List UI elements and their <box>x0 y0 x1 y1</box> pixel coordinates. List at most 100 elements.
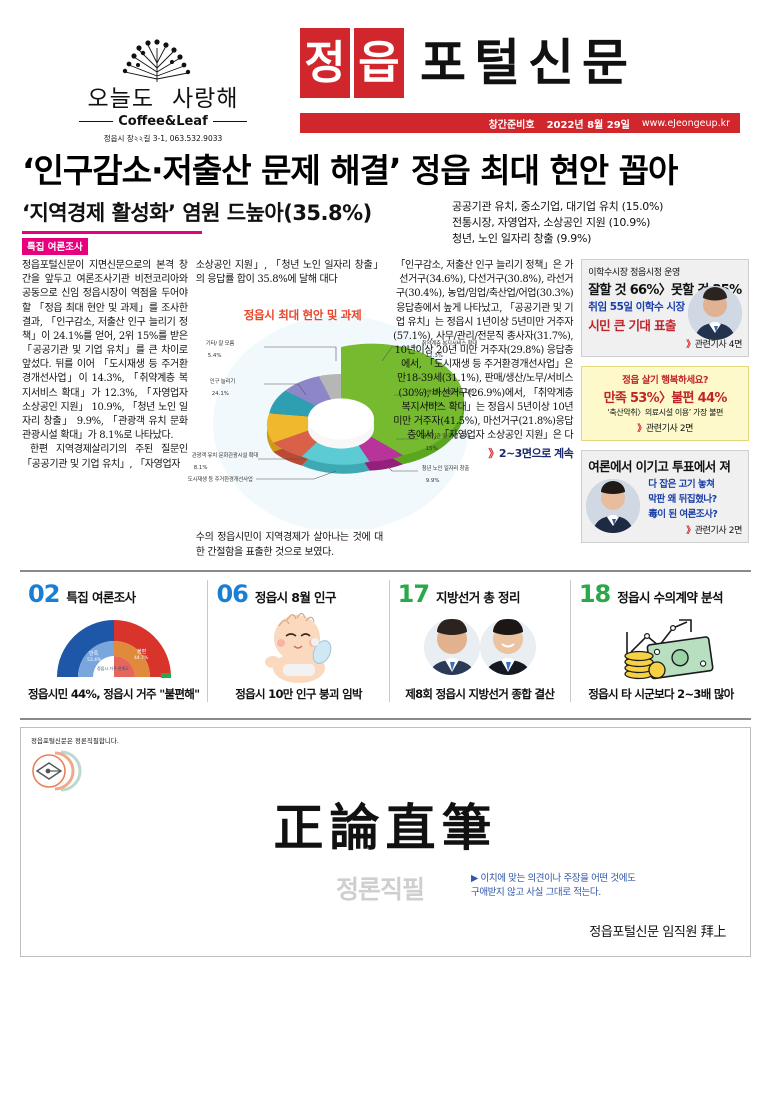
sidebar-reference[interactable]: 》관련기사 2면 <box>686 525 742 536</box>
chart-title: 정읍시 최대 현안 및 과제 <box>243 307 362 322</box>
sidebar-line: 이학수시장 정읍시정 운영 <box>588 267 680 278</box>
index-label: 특집 여론조사 <box>66 589 136 605</box>
panel-description: ▶ 이치에 맞는 의견이나 주장을 어떤 것에도 구애받지 않고 사실 그대로 … <box>471 872 701 901</box>
sidebar-line: ‘축산악취〉의료시설 이용’ 가장 불편 <box>607 407 724 417</box>
index-caption: 제8회 정읍시 지방선거 종합 결산 <box>405 686 555 701</box>
svg-text:정읍시 거주 만족도: 정읍시 거주 만족도 <box>97 665 129 671</box>
panel-note: 정읍포털신문은 정론직필합니다. <box>31 736 119 745</box>
chart-value: 24.1% <box>211 390 229 397</box>
index-number: 02 <box>28 579 60 608</box>
index-item-06[interactable]: 06 정읍시 8월 인구 정읍시 10만 인구 붕괴 임박 <box>207 579 388 702</box>
index-label: 정읍시 수의계약 분석 <box>617 589 723 605</box>
chart-value: 8.1% <box>193 464 208 471</box>
article-body: 정읍포털신문이 지면신문으로의 본격 창간을 앞두고 여론조사기관 비전코리아와… <box>0 255 771 560</box>
chart-label: 관광객 유치 문화관광시설 확대 <box>191 452 259 459</box>
index-number: 17 <box>397 579 430 608</box>
panel-desc-line1: 이치에 맞는 의견이나 주장을 어떤 것에도 <box>480 872 636 884</box>
sidebar-title: 여론에서 이기고 투표에서 져 <box>588 458 731 474</box>
candidate-portrait <box>586 478 641 533</box>
index-item-18[interactable]: 18 정읍시 수의계약 분석 <box>569 579 751 702</box>
article-paragraph: 수의 정읍시민이 지역경제가 살아나는 것에 대한 간절함을 표출한 것으로 보… <box>195 532 384 558</box>
sidebar-line: 다 잡은 고기 놓쳐 <box>648 478 715 490</box>
index-item-17[interactable]: 17 지방선거 총 정리 <box>388 579 570 702</box>
index-item-02[interactable]: 02 특집 여론조사 만족 53.4% 불편 44.7% 정읍시 거주 만족도 … <box>20 580 207 702</box>
issue-date: 2022년 8월 29일 <box>546 119 630 131</box>
title-chip-jeong: 정 <box>300 28 350 98</box>
svg-text:44.7%: 44.7% <box>134 655 149 661</box>
panel-desc-line2: 구애받지 않고 사실 그대로 적는다. <box>471 886 601 898</box>
advertiser-address: 정읍시 장২২길 3-1, 063.532.9033 <box>103 134 223 144</box>
bullet-item: 공공기관 유치, 중소기업, 대기업 유치 (15.0%) <box>452 199 664 213</box>
accent-rule <box>22 230 202 234</box>
calligraphy-korean: 정론직필 <box>336 874 425 904</box>
calligraphy-title: 正論直筆 <box>273 797 498 857</box>
bullet-item: 청년, 노인 일자리 창출 (9.9%) <box>452 231 592 245</box>
advertiser-brand: Coffee&Leaf <box>118 114 208 130</box>
sidebar-box-poll[interactable]: 여론에서 이기고 투표에서 져 다 잡은 고기 놓쳐 막판 왜 뒤집혔나? 毒이… <box>581 449 749 543</box>
sidebar-line: 정읍 살기 행복하세요? <box>622 374 709 386</box>
index-caption: 정읍시민 44%, 정읍시 거주 "불편해" <box>28 686 200 701</box>
baby-illustration-icon <box>216 608 380 686</box>
website-url[interactable]: www.eJeongeup.kr <box>641 117 730 129</box>
bullet-item: 전통시장, 자영업자, 소상공인 지원 (10.9%) <box>452 215 651 229</box>
sidebar-line: 만족 53%〉불편 44% <box>603 390 728 406</box>
continued-arrows: 》 <box>488 447 499 461</box>
logo-rule-right <box>212 121 247 123</box>
svg-text:만족: 만족 <box>89 650 99 657</box>
article-paragraph: 정읍포털신문이 지면신문으로의 본격 창간을 앞두고 여론조사기관 비전코리아와… <box>22 259 188 442</box>
svg-text:53.4%: 53.4% <box>87 657 102 663</box>
sidebar-box-happiness[interactable]: 정읍 살기 행복하세요? 만족 53%〉불편 44% ‘축산악취〉의료시설 이용… <box>581 365 749 441</box>
index-number: 06 <box>216 579 248 608</box>
pen-nib-icon <box>31 750 83 796</box>
continued-marker: 》2~3면으로 계속 <box>488 447 574 461</box>
masthead: 오늘도 사랑해 Coffee&Leaf 정읍시 장২২길 3-1, 063.532… <box>0 0 771 152</box>
title-rest: 포털신문 <box>420 33 636 92</box>
sidebar-reference[interactable]: 》관련기사 4면 <box>686 339 742 350</box>
semi-donut-chart-icon: 만족 53.4% 불편 44.7% 정읍시 거주 만족도 <box>28 608 199 686</box>
headline-bullets: 공공기관 유치, 중소기업, 대기업 유치 (15.0%) 전통시장, 자영업자… <box>452 197 749 247</box>
chart-value: 5.4% <box>207 352 222 359</box>
title-chip-eup: 읍 <box>354 28 404 98</box>
tree-icon <box>122 39 191 82</box>
advertiser-slogan: 오늘도 사랑해 <box>87 86 239 112</box>
editorial-panel: 정읍포털신문은 정론직필합니다. 正論直筆 정론직필 ▶ 이치에 맞는 의견이나… <box>20 726 751 957</box>
issue-bar: 창간준비호 2022년 8월 29일 www.eJeongeup.kr <box>300 113 740 133</box>
sub-headline: ‘지역경제 활성화’ 염원 드높아(35.8%) <box>22 200 372 225</box>
headline-section: ‘인구감소·저출산 문제 해결’ 정읍 최대 현안 꼽아 ‘지역경제 활성화’ … <box>0 151 771 255</box>
index-strip: 02 특집 여론조사 만족 53.4% 불편 44.7% 정읍시 거주 만족도 … <box>20 579 751 702</box>
article-paragraph: 소상공인 지원」, 「청년 노인 일자리 창출」의 응답률 합이 35.8%에 … <box>195 259 384 286</box>
two-portraits-icon <box>398 608 562 686</box>
sidebar-line: 취임 55일 이학수 시장 <box>588 300 685 313</box>
sidebar: 이학수시장 정읍시정 운영 잘할 것 66%〉못할 것 25% 취임 55일 이… <box>581 258 749 560</box>
index-caption: 정읍시 타 시군보다 2~3배 많아 <box>588 686 734 701</box>
issue-label: 창간준비호 <box>488 119 535 131</box>
sidebar-box-mayor[interactable]: 이학수시장 정읍시정 운영 잘할 것 66%〉못할 것 25% 취임 55일 이… <box>581 258 749 357</box>
article-column-1: 정읍포털신문이 지면신문으로의 본격 창간을 앞두고 여론조사기관 비전코리아와… <box>22 259 196 560</box>
index-number: 18 <box>578 579 611 608</box>
panel-signature: 정읍포털신문 임직원 拜上 <box>589 924 726 940</box>
index-divider <box>20 569 751 572</box>
article-column-2: 소상공인 지원」, 「청년 노인 일자리 창출」의 응답률 합이 35.8%에 … <box>188 259 478 560</box>
svg-text:불편: 불편 <box>137 648 147 655</box>
logo-rule-left <box>79 121 114 123</box>
sidebar-line: 막판 왜 뒤집혔나? <box>648 493 717 505</box>
bottom-divider <box>20 717 751 720</box>
chart-label: 도시재생 등 주거환경개선사업 <box>187 476 253 483</box>
mayor-portrait <box>687 285 742 340</box>
sidebar-line: 毒이 된 여론조사? <box>648 508 718 520</box>
index-label: 정읍시 8월 인구 <box>254 589 337 605</box>
sidebar-line: 시민 큰 기대 표출 <box>588 317 676 333</box>
triangle-icon: ▶ <box>471 872 478 884</box>
article-column-3: 「인구감소, 저출산 인구 늘리기 정책」은 가선거구(34.6%), 다선거구… <box>391 259 581 560</box>
newspaper-title-block: 정 읍 포털신문 창간준비호 2022년 8월 29일 www.eJeongeu… <box>300 28 740 133</box>
article-paragraph: 「인구감소, 저출산 인구 늘리기 정책」은 가선거구(34.6%), 다선거구… <box>393 259 574 442</box>
index-caption: 정읍시 10만 인구 붕괴 임박 <box>235 686 362 701</box>
chart-label: 기타/ 잘 모름 <box>205 340 235 347</box>
advertiser-logo: 오늘도 사랑해 Coffee&Leaf 정읍시 장২২길 3-1, 063.532… <box>38 38 288 146</box>
article-paragraph: 한편 지역경제살리기의 주된 질문인 「공공기관 및 기업 유치」, 「자영업자 <box>22 444 188 470</box>
page-title: ‘인구감소·저출산 문제 해결’ 정읍 최대 현안 꼽아 <box>22 151 678 190</box>
index-label: 지방선거 총 정리 <box>436 589 520 605</box>
chart-label: 인구 늘리기 <box>209 378 236 385</box>
sidebar-reference[interactable]: 》관련기사 2면 <box>637 423 694 434</box>
money-chart-illustration-icon <box>579 608 743 686</box>
